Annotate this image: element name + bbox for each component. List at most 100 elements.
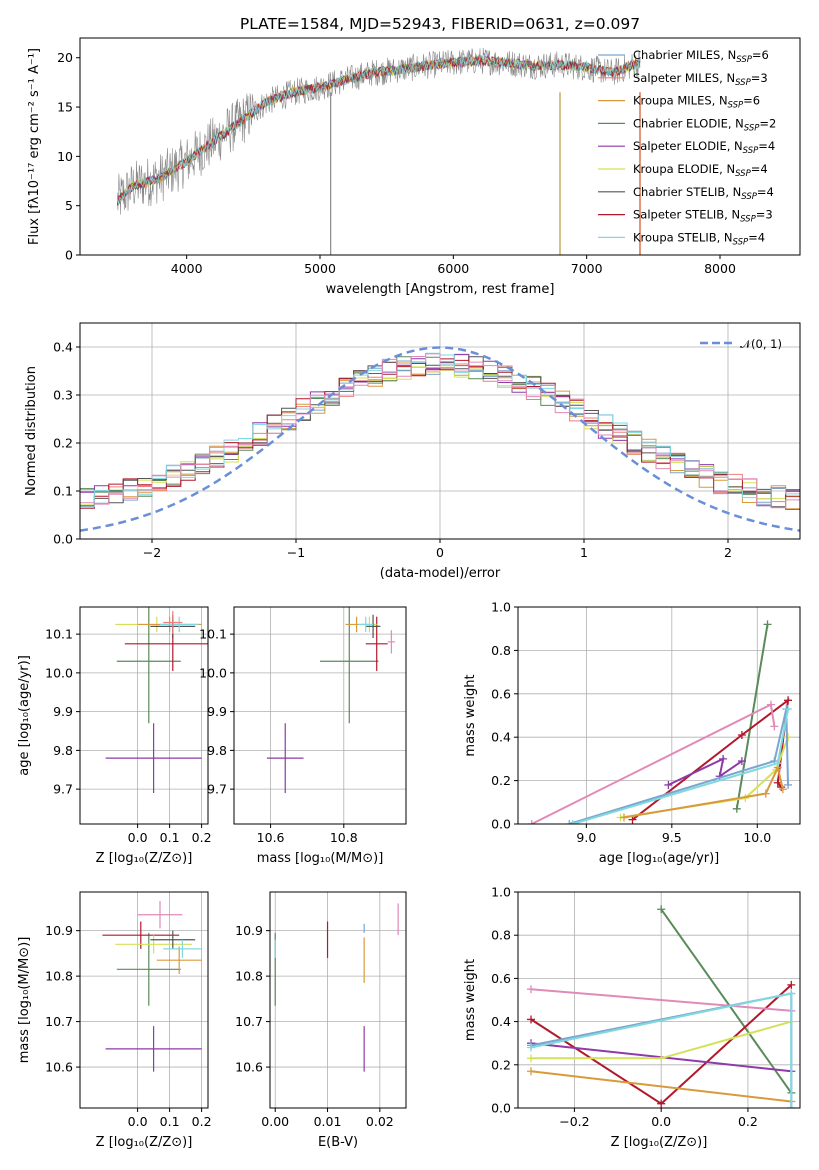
x-tick-label: 6000 bbox=[437, 261, 469, 276]
spectrum-legend: Chabrier MILES, NSSP=6 Salpeter MILES, NS… bbox=[598, 48, 776, 247]
y-tick-label: 0.0 bbox=[53, 532, 73, 547]
y-tick-label: 9.8 bbox=[207, 743, 227, 758]
weight-marker bbox=[787, 989, 796, 998]
x-tick-label: 0.1 bbox=[160, 830, 180, 845]
y-tick-label: 9.9 bbox=[207, 704, 227, 719]
spectrum-model-line bbox=[116, 56, 641, 206]
age-vs-Z-xlabel: Z [log₁₀(Z/Z⊙)] bbox=[96, 851, 193, 866]
weight-vs-age-frame bbox=[517, 606, 801, 825]
age-vs-Z-ylabel: age [log₁₀(age/yr)] bbox=[17, 655, 32, 776]
weight-vs-Z-xlabel: Z [log₁₀(Z/Z⊙)] bbox=[611, 1135, 708, 1150]
residuals-frame bbox=[79, 322, 801, 540]
x-tick-label: 7000 bbox=[571, 261, 603, 276]
y-tick-label: 0.8 bbox=[491, 643, 511, 658]
weight-marker bbox=[664, 780, 673, 789]
x-tick-label: 0.0 bbox=[128, 830, 148, 845]
error-cross bbox=[137, 901, 183, 929]
weight-marker bbox=[527, 1015, 536, 1024]
mass-vs-EBV-xlabel: E(B-V) bbox=[318, 1135, 358, 1150]
x-tick-label: −2 bbox=[143, 545, 161, 560]
y-tick-label: 10.6 bbox=[235, 1060, 263, 1075]
error-cross bbox=[266, 723, 304, 793]
weight-vs-Z-frame bbox=[517, 891, 801, 1109]
error-cross bbox=[163, 610, 183, 635]
weight-marker bbox=[732, 804, 741, 813]
error-cross bbox=[115, 935, 192, 954]
legend-entry: Kroupa STELIB, NSSP=4 bbox=[633, 230, 765, 247]
y-tick-label: 0.0 bbox=[491, 1101, 511, 1116]
error-cross bbox=[365, 614, 381, 638]
y-tick-label: 9.7 bbox=[53, 782, 73, 797]
y-tick-label: 0.6 bbox=[491, 686, 511, 701]
y-tick-label: 1.0 bbox=[491, 600, 511, 615]
weight-marker bbox=[527, 1067, 536, 1076]
y-tick-label: 5 bbox=[65, 198, 73, 213]
legend-entry: 𝒩(0, 1) bbox=[740, 337, 782, 351]
y-tick-label: 10.0 bbox=[45, 665, 73, 680]
x-tick-label: 0.2 bbox=[192, 830, 212, 845]
x-tick-label: 8000 bbox=[704, 261, 736, 276]
y-tick-label: 10.7 bbox=[45, 1014, 73, 1029]
weight-marker bbox=[527, 820, 536, 824]
weight-line bbox=[735, 624, 769, 809]
weight-line bbox=[530, 1070, 792, 1103]
weight-line bbox=[569, 708, 789, 824]
weight-marker bbox=[784, 733, 793, 742]
y-tick-label: 9.9 bbox=[53, 704, 73, 719]
spectrum-title: PLATE=1584, MJD=52943, FIBERID=0631, z=0… bbox=[240, 15, 640, 33]
x-tick-label: 9.0 bbox=[576, 830, 596, 845]
weight-vs-age-axes: 9.0 9.5 10.0 0.0 0.2 0.4 0.6 0.8 1.0 bbox=[491, 600, 800, 845]
mass-vs-EBV-axes: 0.00 0.01 0.02 10.6 10.7 10.8 10.9 bbox=[235, 892, 406, 1129]
y-tick-label: 0.4 bbox=[491, 1014, 511, 1029]
weight-marker bbox=[657, 905, 666, 914]
mass-vs-Z-frame bbox=[79, 891, 209, 1109]
legend-entry: Salpeter MILES, NSSP=3 bbox=[633, 71, 768, 88]
weight-line bbox=[631, 698, 790, 821]
error-cross bbox=[358, 616, 374, 633]
x-tick-label: 0.0 bbox=[651, 1114, 671, 1129]
error-cross bbox=[156, 946, 202, 974]
y-tick-label: 0.2 bbox=[491, 773, 511, 788]
age-vs-mass-axes: 10.6 10.8 9.7 9.8 9.9 10.0 10.1 bbox=[199, 607, 406, 845]
y-tick-label: 0 bbox=[65, 248, 73, 263]
weight-marker bbox=[766, 700, 775, 709]
x-tick-label: 1 bbox=[580, 545, 588, 560]
spectrum-frame bbox=[79, 37, 801, 256]
age-vs-mass-xlabel: mass [log₁₀(M/M⊙)] bbox=[257, 851, 384, 866]
y-tick-label: 0.2 bbox=[53, 436, 73, 451]
weight-marker bbox=[778, 785, 787, 794]
y-tick-label: 0.2 bbox=[491, 1057, 511, 1072]
x-tick-label: 0.2 bbox=[192, 1114, 212, 1129]
weight-marker bbox=[737, 731, 746, 740]
error-cross bbox=[105, 1026, 202, 1072]
legend-entry: Salpeter STELIB, NSSP=3 bbox=[633, 208, 773, 225]
age-vs-Z-frame bbox=[79, 606, 209, 825]
weight-marker bbox=[527, 985, 536, 994]
x-tick-label: 10.8 bbox=[330, 830, 358, 845]
legend-entry: Kroupa ELODIE, NSSP=4 bbox=[633, 162, 768, 179]
error-cross bbox=[163, 939, 202, 958]
weight-vs-Z-ylabel: mass weight bbox=[463, 959, 478, 1041]
x-tick-label: 2 bbox=[724, 545, 732, 560]
x-tick-label: 0.0 bbox=[128, 1114, 148, 1129]
legend-entry: Kroupa MILES, NSSP=6 bbox=[633, 94, 760, 111]
x-tick-label: 0.1 bbox=[160, 1114, 180, 1129]
spectrum-model-line bbox=[116, 55, 641, 205]
y-tick-label: 1.0 bbox=[491, 885, 511, 900]
error-cross bbox=[116, 932, 181, 1006]
weight-marker bbox=[527, 1043, 536, 1052]
spectrum-model-line bbox=[116, 55, 641, 206]
x-tick-label: 0.01 bbox=[314, 1114, 342, 1129]
y-tick-label: 10.6 bbox=[45, 1060, 73, 1075]
weight-marker bbox=[770, 722, 779, 731]
error-cross bbox=[320, 607, 379, 724]
y-tick-label: 10.8 bbox=[235, 969, 263, 984]
x-tick-label: 5000 bbox=[304, 261, 336, 276]
error-cross bbox=[150, 930, 196, 949]
y-tick-label: 10.9 bbox=[235, 923, 263, 938]
weight-marker bbox=[737, 757, 746, 766]
weight-line bbox=[530, 988, 792, 1012]
y-tick-label: 10.8 bbox=[45, 969, 73, 984]
error-cross bbox=[365, 616, 388, 671]
weight-vs-age-ylabel: mass weight bbox=[463, 674, 478, 756]
